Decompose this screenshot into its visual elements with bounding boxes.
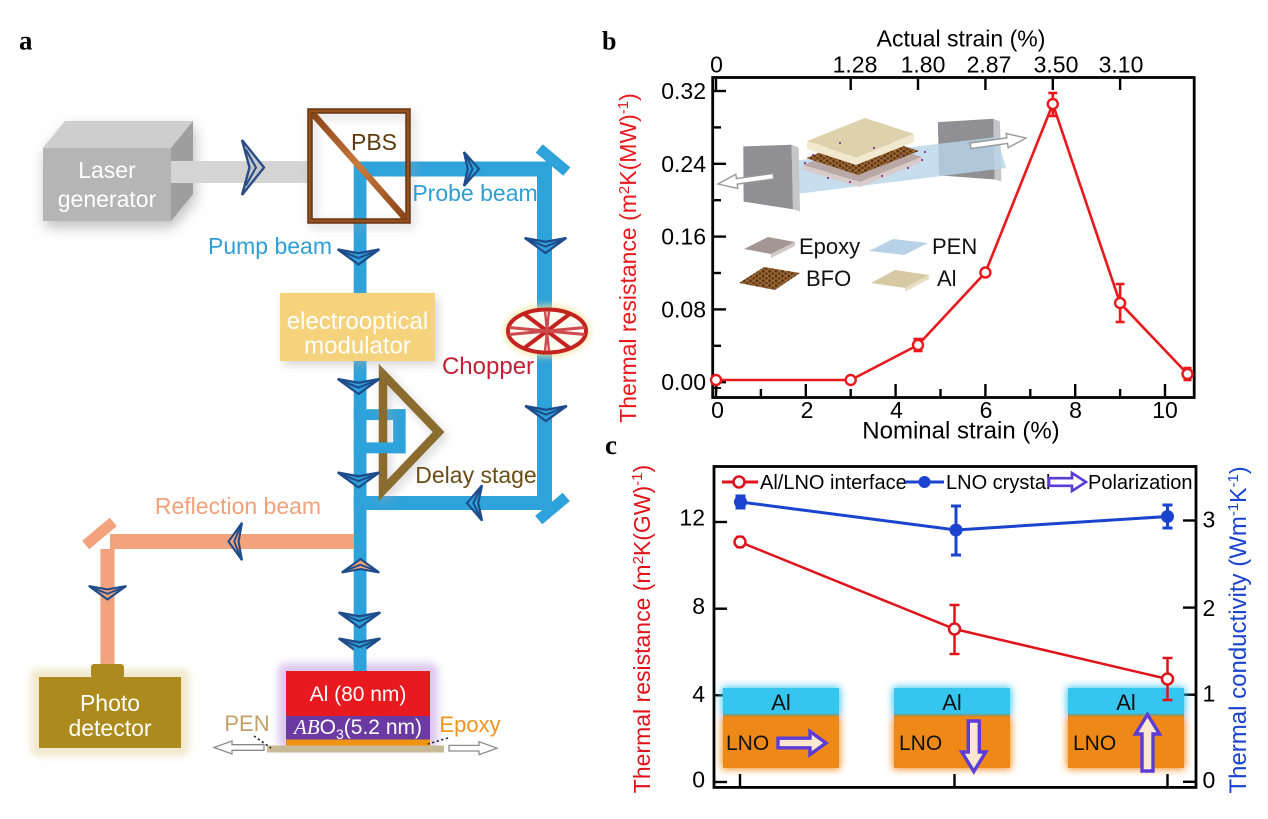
svg-text:ABO3(5.2 nm): ABO3(5.2 nm) bbox=[292, 715, 422, 742]
svg-text:0.16: 0.16 bbox=[661, 224, 706, 250]
svg-text:2: 2 bbox=[1203, 595, 1216, 621]
svg-text:Polarization: Polarization bbox=[1088, 472, 1193, 494]
svg-text:LNO: LNO bbox=[726, 732, 769, 755]
svg-text:2: 2 bbox=[801, 397, 814, 423]
svg-text:10: 10 bbox=[1152, 397, 1178, 423]
svg-text:3: 3 bbox=[1203, 507, 1216, 533]
svg-text:PEN: PEN bbox=[224, 711, 269, 736]
svg-text:12: 12 bbox=[679, 505, 705, 531]
svg-text:PBS: PBS bbox=[351, 129, 397, 155]
svg-text:Al: Al bbox=[1116, 690, 1136, 715]
svg-text:6: 6 bbox=[980, 397, 993, 423]
svg-text:1: 1 bbox=[1203, 681, 1216, 707]
svg-text:Thermal resistance (m2K(MW)-1): Thermal resistance (m2K(MW)-1) bbox=[615, 93, 641, 423]
svg-text:0: 0 bbox=[692, 767, 705, 793]
svg-text:0.08: 0.08 bbox=[661, 296, 706, 322]
svg-text:8: 8 bbox=[1069, 397, 1082, 423]
svg-text:a: a bbox=[19, 26, 33, 56]
svg-text:0: 0 bbox=[711, 397, 724, 423]
svg-text:0.00: 0.00 bbox=[661, 369, 706, 395]
svg-text:Epoxy: Epoxy bbox=[439, 712, 500, 737]
svg-text:Pump beam: Pump beam bbox=[208, 233, 332, 259]
svg-text:Laser: Laser bbox=[78, 157, 136, 183]
svg-text:4: 4 bbox=[692, 681, 705, 707]
svg-text:BFO: BFO bbox=[806, 266, 851, 291]
svg-text:LNO: LNO bbox=[1073, 732, 1116, 755]
svg-text:LNO: LNO bbox=[899, 732, 942, 755]
svg-text:Al: Al bbox=[771, 690, 791, 715]
svg-text:generator: generator bbox=[58, 186, 157, 212]
svg-text:Nominal strain (%): Nominal strain (%) bbox=[862, 418, 1059, 445]
svg-text:PEN: PEN bbox=[932, 234, 977, 259]
svg-text:b: b bbox=[602, 26, 616, 55]
svg-text:Probe beam: Probe beam bbox=[412, 180, 537, 206]
svg-text:Actual strain (%): Actual strain (%) bbox=[877, 26, 1046, 52]
svg-text:Thermal resistance (m2K(GW)-1): Thermal resistance (m2K(GW)-1) bbox=[629, 465, 655, 793]
svg-text:LNO crystal: LNO crystal bbox=[946, 472, 1050, 494]
svg-text:3.10: 3.10 bbox=[1099, 52, 1144, 78]
svg-text:0: 0 bbox=[710, 52, 723, 78]
svg-text:electrooptical: electrooptical bbox=[287, 308, 428, 335]
svg-text:1.28: 1.28 bbox=[833, 52, 878, 78]
svg-text:Photo: Photo bbox=[80, 690, 140, 716]
svg-text:c: c bbox=[605, 430, 617, 460]
svg-text:0.32: 0.32 bbox=[661, 78, 706, 104]
svg-text:detector: detector bbox=[68, 715, 151, 741]
svg-text:Epoxy: Epoxy bbox=[799, 234, 860, 259]
svg-text:modulator: modulator bbox=[304, 333, 411, 360]
svg-text:Delay stage: Delay stage bbox=[415, 462, 536, 488]
svg-text:0.24: 0.24 bbox=[661, 151, 706, 177]
svg-text:0: 0 bbox=[1203, 767, 1216, 793]
svg-text:2.87: 2.87 bbox=[967, 52, 1012, 78]
svg-text:3.50: 3.50 bbox=[1034, 52, 1079, 78]
svg-text:Reflection beam: Reflection beam bbox=[155, 493, 321, 519]
svg-text:1.80: 1.80 bbox=[901, 52, 946, 78]
svg-text:Chopper: Chopper bbox=[442, 353, 534, 380]
svg-text:Al: Al bbox=[942, 690, 962, 715]
svg-text:8: 8 bbox=[692, 593, 705, 619]
svg-text:4: 4 bbox=[890, 397, 903, 423]
svg-text:Thermal conductivity (Wm-1K-1): Thermal conductivity (Wm-1K-1) bbox=[1225, 466, 1252, 793]
svg-text:Al/LNO interface: Al/LNO interface bbox=[760, 472, 907, 494]
svg-text:Al: Al bbox=[937, 266, 957, 291]
svg-text:Al (80 nm): Al (80 nm) bbox=[310, 683, 407, 706]
